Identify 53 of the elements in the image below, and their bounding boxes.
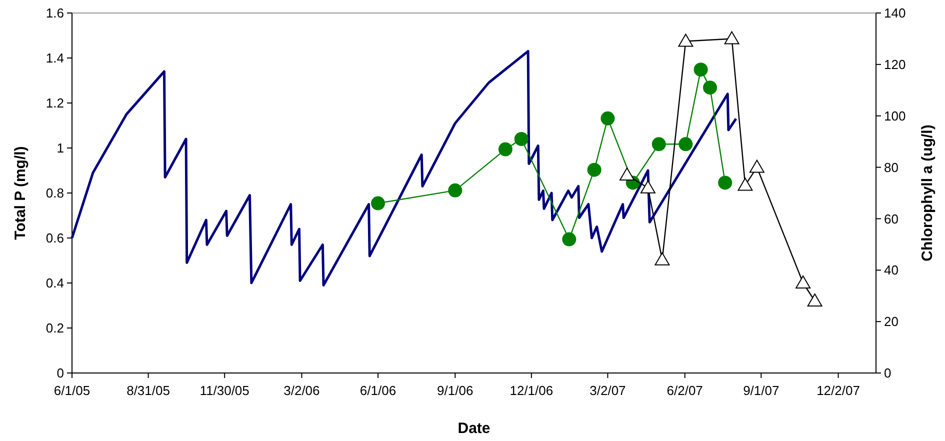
y-tick-label: 0.8 [46, 186, 64, 201]
x-tick-label: 8/31/05 [126, 383, 170, 398]
y-axis-title: Total P (mg/l) [12, 146, 29, 240]
y-tick-label: 1.2 [46, 96, 64, 111]
point [694, 62, 708, 77]
point [562, 232, 576, 246]
y2-axis-title: Chlorophyll a (ug/l) [919, 124, 936, 262]
y2-tick-label: 120 [884, 56, 906, 72]
y-tick-label: 0.2 [46, 320, 64, 336]
x-tick-label: 6/1/06 [360, 383, 396, 398]
x-axis-title: Date [458, 420, 490, 437]
point [600, 111, 615, 126]
point [587, 162, 602, 177]
y-tick-label: 1.6 [46, 6, 64, 21]
x-tick-label: 12/2/07 [816, 383, 860, 398]
point [620, 168, 635, 180]
y-tick-label: 1.4 [46, 50, 64, 66]
point [678, 137, 693, 152]
point [640, 180, 656, 194]
y2-tick-label: 80 [884, 160, 898, 175]
x-tick-label: 11/30/05 [200, 383, 250, 398]
x-tick-label: 3/2/06 [284, 383, 320, 398]
point [724, 31, 740, 44]
point [807, 294, 822, 306]
point [703, 80, 717, 95]
point [448, 183, 462, 198]
y2-tick-label: 60 [884, 211, 898, 226]
point [652, 137, 666, 152]
x-tick-label: 12/1/06 [510, 383, 554, 398]
point [498, 142, 512, 156]
point [796, 276, 811, 288]
y-tick-label: 0 [56, 366, 64, 381]
x-tick-label: 6/1/05 [54, 383, 90, 398]
point [654, 252, 670, 266]
y-tick-label: 0.6 [46, 230, 64, 246]
x-tick-label: 6/2/07 [666, 383, 703, 398]
y2-tick-label: 140 [884, 6, 906, 21]
point [738, 178, 753, 191]
y2-tick-label: 0 [884, 366, 892, 381]
point [718, 176, 732, 190]
point [678, 34, 694, 47]
y2-tick-label: 40 [884, 262, 898, 278]
point [371, 196, 386, 210]
y-tick-label: 0.4 [46, 276, 64, 291]
y2-tick-label: 20 [884, 314, 898, 330]
y-tick-label: 1 [56, 140, 64, 156]
x-tick-label: 9/1/06 [437, 383, 474, 398]
x-tick-label: 9/1/07 [743, 383, 780, 398]
point [749, 160, 764, 173]
line-series [70, 50, 738, 286]
x-tick-label: 3/2/07 [590, 383, 626, 398]
y2-tick-label: 100 [884, 108, 906, 124]
point [514, 132, 528, 146]
